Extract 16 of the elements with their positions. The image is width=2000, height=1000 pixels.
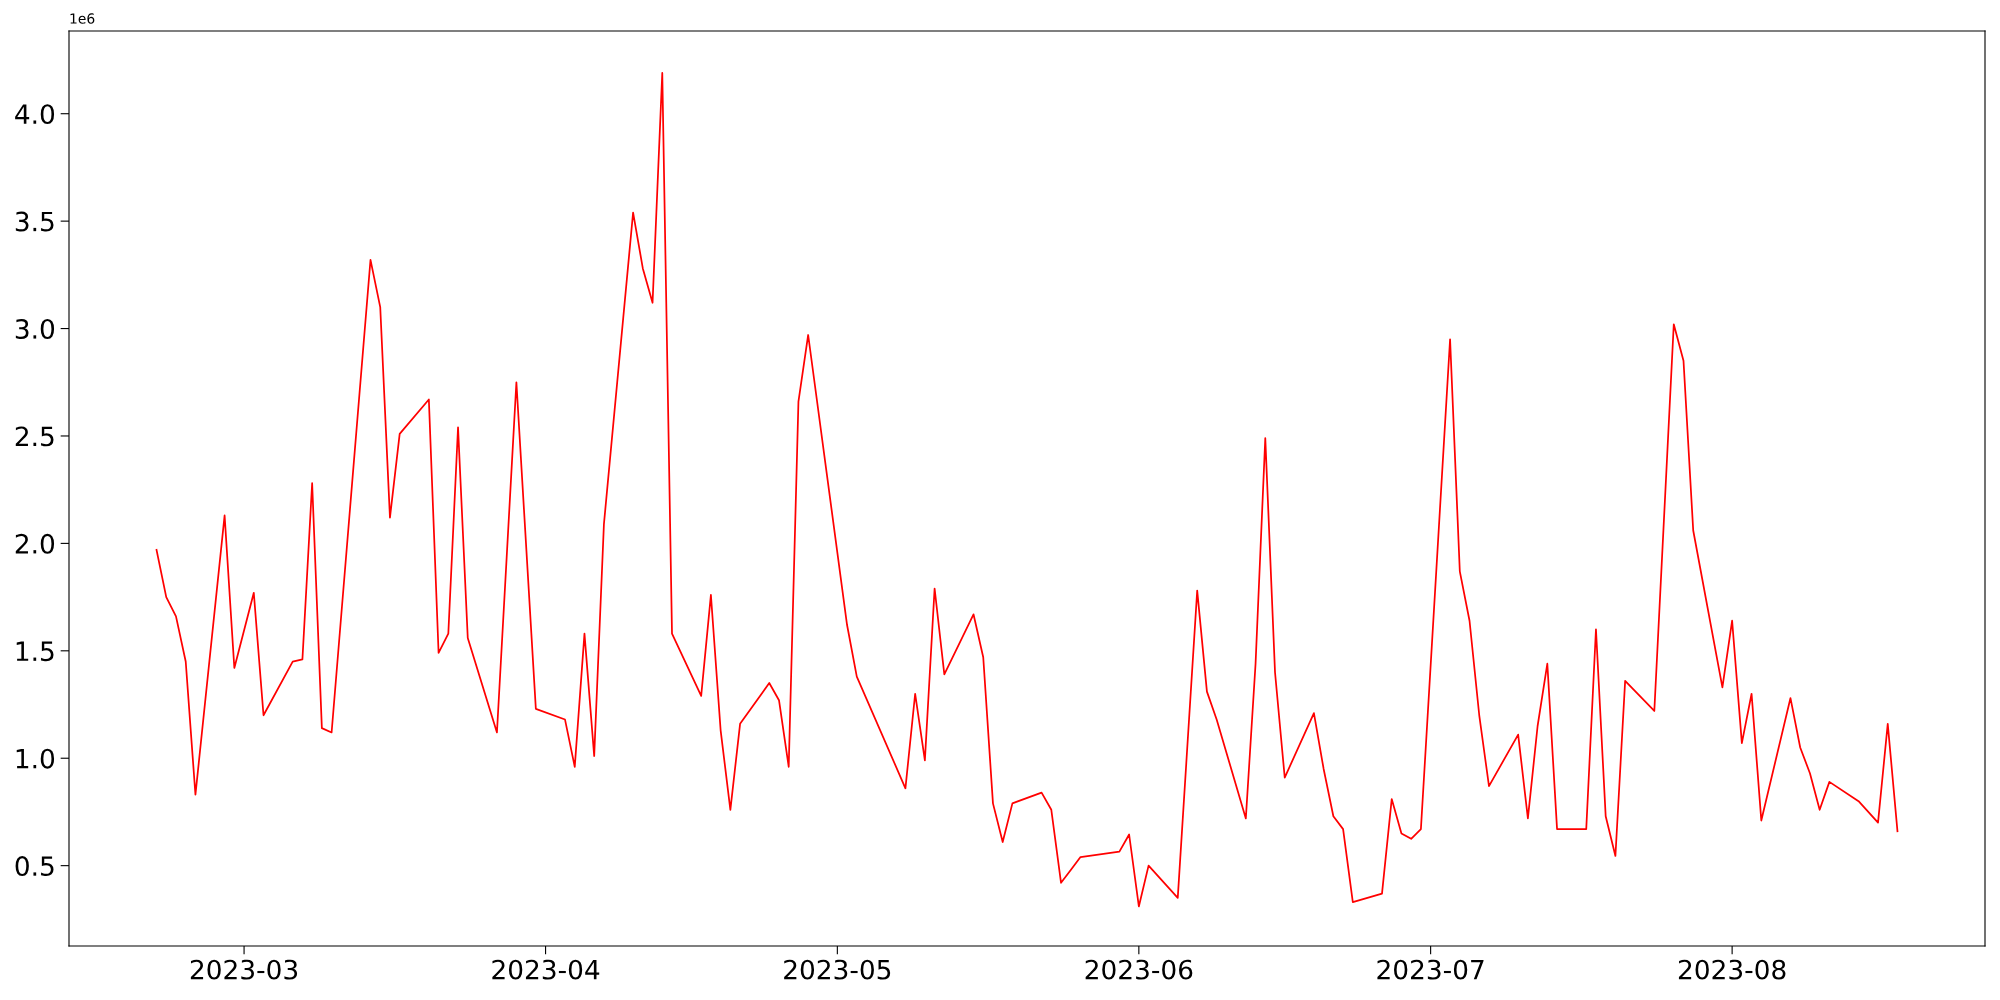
x-tick-label: 2023-05: [784, 959, 891, 980]
x-tick-label: 2023-04: [492, 959, 600, 980]
x-tick-label: 2023-07: [1377, 959, 1484, 980]
text: 1e6: [70, 13, 95, 24]
y-tick-label: 0.5: [15, 856, 54, 877]
y-tick-label: 3.5: [15, 211, 54, 232]
y-tick-label: 3.0: [15, 318, 55, 339]
y-tick-label: 4.0: [15, 104, 55, 125]
x-tick-label: 2023-08: [1678, 959, 1786, 980]
y-tick-label: 2.5: [15, 426, 54, 447]
y-tick-label: 1.0: [16, 748, 55, 769]
x-tick-label: 2023-03: [190, 959, 298, 980]
x-tick-label: 2023-06: [1085, 959, 1193, 980]
y-tick-label: 2.0: [15, 533, 55, 554]
line-series: [155, 72, 1899, 908]
y-tick-label: 1.5: [16, 641, 54, 662]
